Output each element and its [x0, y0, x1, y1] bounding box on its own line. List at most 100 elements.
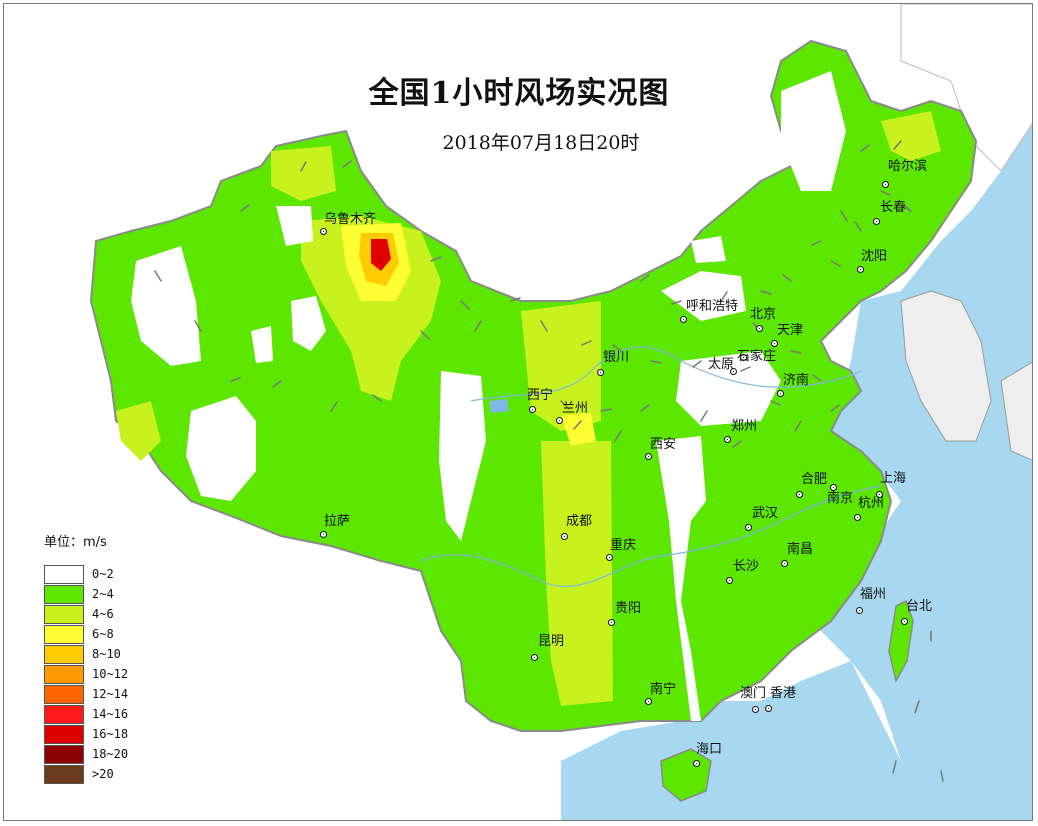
- city-label-macau: 澳门: [740, 686, 767, 701]
- map-frame: [3, 3, 1033, 821]
- city-marker-chongqing: [606, 554, 613, 561]
- city-label-hangzhou: 杭州: [858, 496, 885, 511]
- city-label-xian: 西安: [650, 437, 677, 452]
- wind-barbs: [154, 140, 944, 782]
- city-marker-shanghai: [876, 491, 883, 498]
- legend-item: 0~2: [44, 564, 128, 584]
- wind-zone-6-8-lanzhou: [561, 413, 596, 446]
- river-yangtze: [420, 485, 882, 588]
- wind-zone-4-6-gansu: [521, 301, 601, 431]
- wind-zone-4-6-nw-tip: [271, 146, 336, 201]
- calm-zone-northchina: [676, 351, 781, 426]
- russia-landmass: [900, 4, 1032, 172]
- calm-zone-qinghai: [439, 371, 486, 541]
- city-label-taiyuan: 太原: [708, 357, 735, 372]
- calm-zone-xj-oval: [291, 296, 326, 351]
- city-marker-taipei: [901, 618, 908, 625]
- city-label-nanchang: 南昌: [787, 542, 814, 557]
- city-label-chengdu: 成都: [566, 514, 593, 529]
- legend-title: 单位：m/s: [44, 535, 107, 550]
- korea-landmass: [900, 290, 992, 442]
- calm-zone-xj-small: [251, 326, 273, 363]
- legend-item: 18~20: [44, 744, 128, 764]
- wind-zone-peak-xj: [371, 239, 391, 271]
- city-label-nanjing: 南京: [827, 491, 854, 506]
- legend-swatch: [44, 664, 84, 684]
- calm-zone-central: [656, 436, 706, 721]
- city-marker-hongkong: [765, 705, 772, 712]
- city-label-haikou: 海口: [696, 742, 723, 757]
- city-label-wuhan: 武汉: [752, 506, 779, 521]
- city-marker-tianjin: [771, 340, 778, 347]
- city-marker-changchun: [873, 218, 880, 225]
- wind-zone-4-6-southwest: [541, 441, 613, 706]
- legend-swatch: [44, 744, 84, 764]
- legend-label: 0~2: [92, 567, 114, 581]
- sea-area-south: [561, 661, 901, 820]
- city-label-lanzhou: 兰州: [562, 401, 589, 416]
- city-label-hohhot: 呼和浩特: [686, 299, 739, 314]
- city-label-xining: 西宁: [527, 388, 554, 403]
- legend-item: 2~4: [44, 584, 128, 604]
- city-label-hefei: 合肥: [801, 472, 828, 487]
- city-marker-chengdu: [561, 533, 568, 540]
- legend-label: 4~6: [92, 607, 114, 621]
- city-marker-changsha: [726, 577, 733, 584]
- japan-landmass: [1000, 361, 1032, 461]
- calm-zone-xj-north: [276, 206, 313, 246]
- city-label-changsha: 长沙: [733, 559, 760, 574]
- legend-label: 18~20: [92, 747, 129, 761]
- legend-item: 14~16: [44, 704, 128, 724]
- city-label-yinchuan: 银川: [603, 350, 630, 365]
- city-label-changchun: 长春: [880, 200, 907, 215]
- legend-swatch: [44, 624, 84, 644]
- city-label-harbin: 哈尔滨: [888, 159, 928, 174]
- legend-item: 4~6: [44, 604, 128, 624]
- city-marker-haikou: [693, 760, 700, 767]
- city-label-kunming: 昆明: [538, 634, 565, 649]
- city-marker-guiyang: [608, 619, 615, 626]
- city-label-tianjin: 天津: [777, 323, 804, 338]
- city-marker-macau: [752, 706, 759, 713]
- legend-label: 8~10: [92, 647, 121, 661]
- city-marker-lhasa: [320, 531, 327, 538]
- city-marker-shenyang: [857, 266, 864, 273]
- city-label-jinan: 济南: [783, 373, 810, 388]
- city-marker-jinan: [777, 390, 784, 397]
- city-marker-yinchuan: [597, 369, 604, 376]
- city-label-taipei: 台北: [906, 599, 933, 614]
- map-timestamp: 2018年07月18日20时: [442, 132, 640, 154]
- legend: 单位：m/s 0~2 2~4 4~6 6~8 8~10 10~12 12~14 …: [44, 531, 128, 784]
- legend-swatch: [44, 644, 84, 664]
- legend-label: 14~16: [92, 707, 129, 721]
- city-marker-shijiazhuang: [740, 354, 747, 361]
- legend-label: 10~12: [92, 667, 129, 681]
- city-marker-fuzhou: [856, 607, 863, 614]
- city-marker-xining: [529, 406, 536, 413]
- city-marker-beijing: [756, 325, 763, 332]
- city-marker-wuhan: [745, 524, 752, 531]
- city-label-hongkong: 香港: [770, 686, 797, 701]
- city-label-urumqi: 乌鲁木齐: [324, 212, 377, 227]
- calm-zone-korea-border: [691, 236, 726, 263]
- calm-zone-hebei: [661, 271, 746, 321]
- city-marker-nanning: [645, 698, 652, 705]
- city-marker-xian: [645, 453, 652, 460]
- city-label-shanghai: 上海: [880, 471, 907, 486]
- city-label-fuzhou: 福州: [860, 587, 887, 602]
- legend-swatch: [44, 564, 84, 584]
- city-label-shenyang: 沈阳: [861, 249, 888, 264]
- wind-zone-4-6-ne: [881, 111, 941, 161]
- wind-zone-4-6-west: [116, 401, 161, 461]
- city-label-nanning: 南宁: [650, 682, 677, 697]
- legend-item: >20: [44, 764, 128, 784]
- wind-map: [89, 4, 1032, 820]
- sea-area-east: [811, 124, 1032, 820]
- city-label-zhengzhou: 郑州: [731, 419, 758, 434]
- lake-qinghai: [489, 399, 509, 413]
- legend-label: >20: [92, 767, 114, 781]
- city-marker-hohhot: [680, 316, 687, 323]
- legend-swatch: [44, 584, 84, 604]
- legend-swatch: [44, 764, 84, 784]
- legend-item: 10~12: [44, 664, 128, 684]
